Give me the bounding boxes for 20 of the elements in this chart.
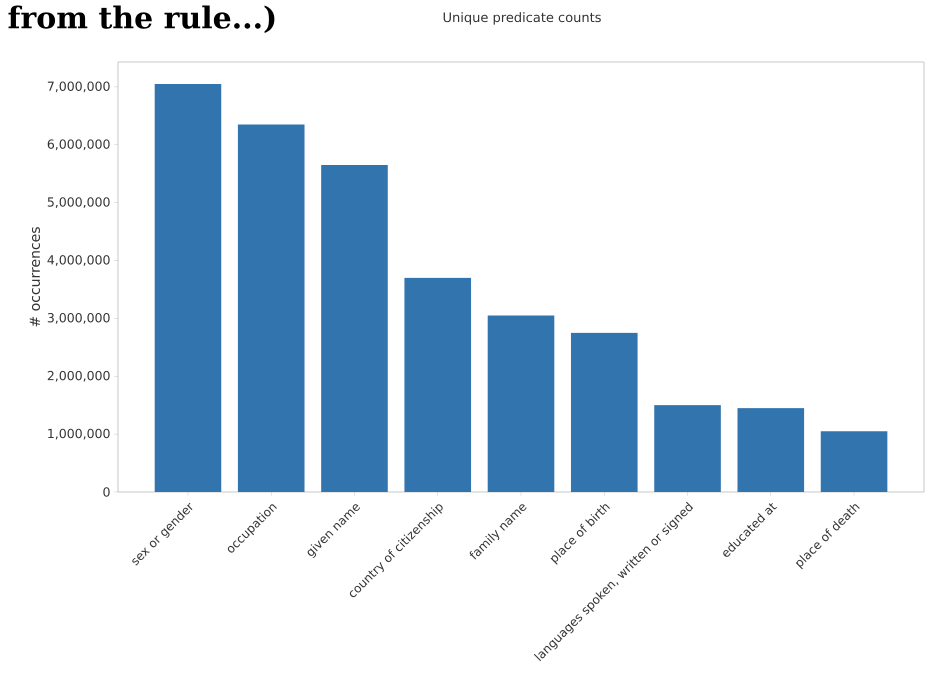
y-tick-label: 5,000,000: [48, 197, 110, 208]
bar: [737, 408, 804, 492]
bar: [238, 124, 305, 492]
bar: [154, 84, 222, 492]
y-tick-label: 4,000,000: [47, 255, 110, 266]
bar: [321, 165, 388, 492]
y-tick-label: 1,000,000: [48, 428, 110, 440]
y-tick-label: 7,000,000: [48, 82, 110, 92]
text: from the rule...): [8, 6, 274, 33]
y-tick-label: 6,000,000: [48, 139, 110, 150]
chart-title: Unique predicate counts: [444, 12, 601, 25]
bar: [488, 315, 554, 492]
y-tick-label: 3,000,000: [48, 312, 110, 324]
y-axis-title: # occurrences: [30, 227, 40, 326]
y-tick-label: 2,000,000: [48, 370, 110, 382]
bar: [820, 431, 888, 492]
bar: [570, 332, 638, 492]
bar: [404, 278, 472, 492]
bar: [654, 405, 721, 492]
y-tick-label: 0: [103, 487, 110, 497]
